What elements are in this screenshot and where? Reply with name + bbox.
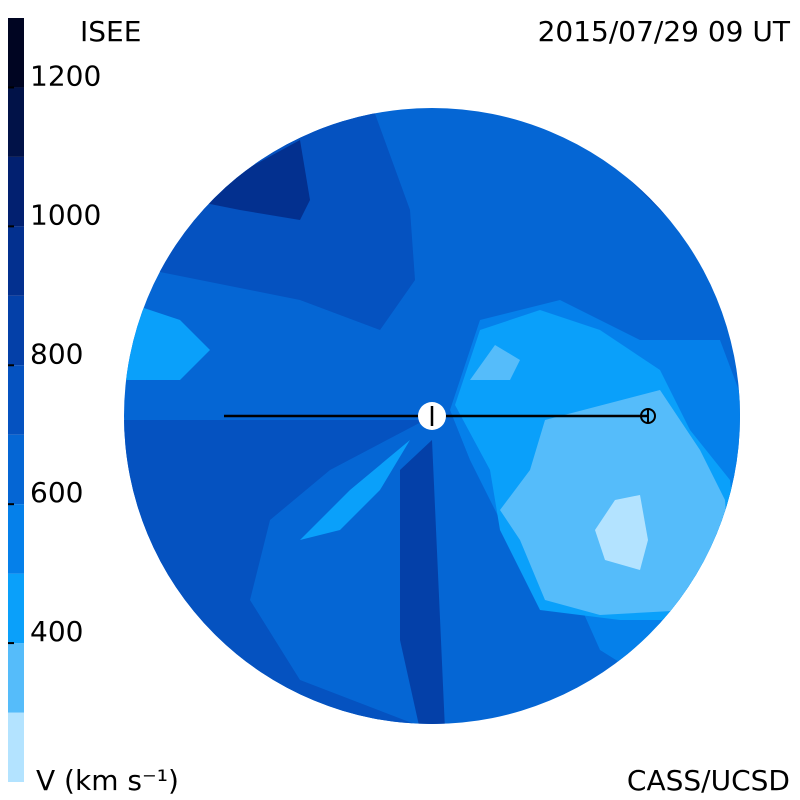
colorbar-band bbox=[8, 434, 24, 505]
velocity-map bbox=[124, 108, 740, 724]
colorbar-band bbox=[8, 226, 24, 296]
colorbar-label: V (km s⁻¹) bbox=[36, 764, 179, 797]
colorbar-band bbox=[8, 156, 24, 227]
credit: CASS/UCSD bbox=[627, 764, 790, 797]
colorbar-tick-label: 1000 bbox=[30, 198, 101, 231]
colorbar-band bbox=[8, 87, 24, 157]
colorbar-tick-label: 400 bbox=[30, 615, 83, 648]
date: 2015/07/29 09 UT bbox=[538, 15, 791, 48]
colorbar-band bbox=[8, 643, 24, 713]
colorbar-tick-label: 1200 bbox=[30, 59, 101, 92]
colorbar-band bbox=[8, 573, 24, 644]
colorbar-band bbox=[8, 18, 24, 88]
colorbar-band bbox=[8, 365, 24, 435]
colorbar-band bbox=[8, 295, 24, 366]
colorbar-tick-label: 800 bbox=[30, 337, 83, 370]
title: ISEE bbox=[80, 15, 141, 48]
colorbar-tick-label: 600 bbox=[30, 476, 83, 509]
colorbar-band bbox=[8, 712, 24, 782]
colorbar-band bbox=[8, 504, 24, 574]
